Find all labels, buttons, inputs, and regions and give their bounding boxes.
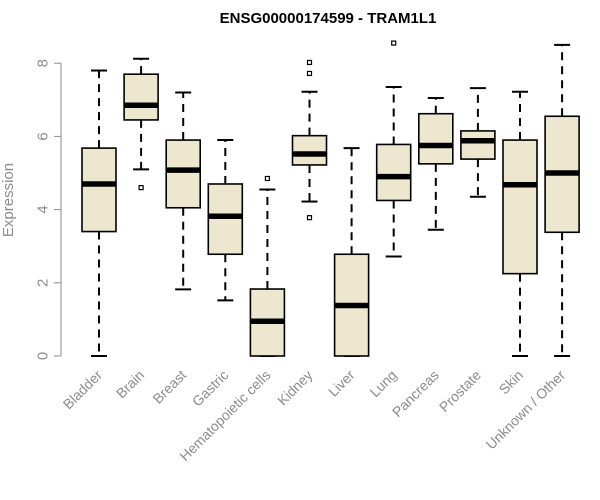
y-tick-label: 8 — [35, 59, 52, 67]
x-tick-label: Bladder — [60, 367, 106, 413]
box-bladder — [81, 69, 117, 357]
boxes-group — [81, 40, 580, 357]
box-pancreas — [417, 96, 454, 231]
x-tick-label: Brain — [113, 367, 147, 401]
box-iqr — [165, 139, 201, 209]
x-tick-label: Skin — [496, 367, 527, 398]
box-iqr — [375, 143, 412, 202]
box-skin — [502, 90, 538, 357]
outlier-point — [306, 215, 313, 221]
outlier-point — [264, 175, 270, 182]
box-iqr — [207, 183, 244, 256]
box-iqr — [502, 139, 538, 275]
y-tick-label: 6 — [35, 132, 52, 140]
x-tick-label: Kidney — [274, 367, 316, 409]
box-iqr — [417, 112, 454, 165]
x-tick-label: Prostate — [436, 367, 484, 415]
outlier-point — [306, 70, 313, 77]
box-iqr — [81, 147, 117, 233]
y-tick-label: 2 — [35, 279, 52, 287]
box-brain — [123, 57, 159, 191]
x-tick-label: Liver — [325, 367, 358, 400]
box-kidney — [291, 59, 328, 221]
box-breast — [165, 91, 201, 291]
y-axis: 0 2 4 6 8 — [35, 59, 62, 360]
box-lung — [375, 40, 412, 258]
x-tick-label: Unknown / Other — [483, 367, 569, 453]
box-iqr — [460, 130, 496, 160]
box-iqr — [291, 134, 328, 166]
y-tick-label: 0 — [35, 352, 52, 360]
y-tick-label: 4 — [35, 205, 52, 213]
outlier-point — [306, 59, 313, 66]
box-prostate — [460, 87, 496, 198]
box-iqr — [123, 73, 159, 121]
outlier-point — [138, 185, 144, 191]
y-axis-label: Expression — [0, 163, 17, 237]
box-hematopoietic-cells — [249, 175, 286, 357]
box-gastric — [207, 139, 244, 302]
x-tick-label: Pancreas — [389, 367, 442, 420]
x-tick-label: Lung — [366, 367, 399, 400]
outlier-point — [391, 40, 397, 46]
box-unknown-other — [544, 43, 580, 357]
chart-title: ENSG00000174599 - TRAM1L1 — [220, 10, 437, 27]
box-liver — [333, 147, 370, 357]
x-tick-label: Breast — [149, 367, 189, 407]
